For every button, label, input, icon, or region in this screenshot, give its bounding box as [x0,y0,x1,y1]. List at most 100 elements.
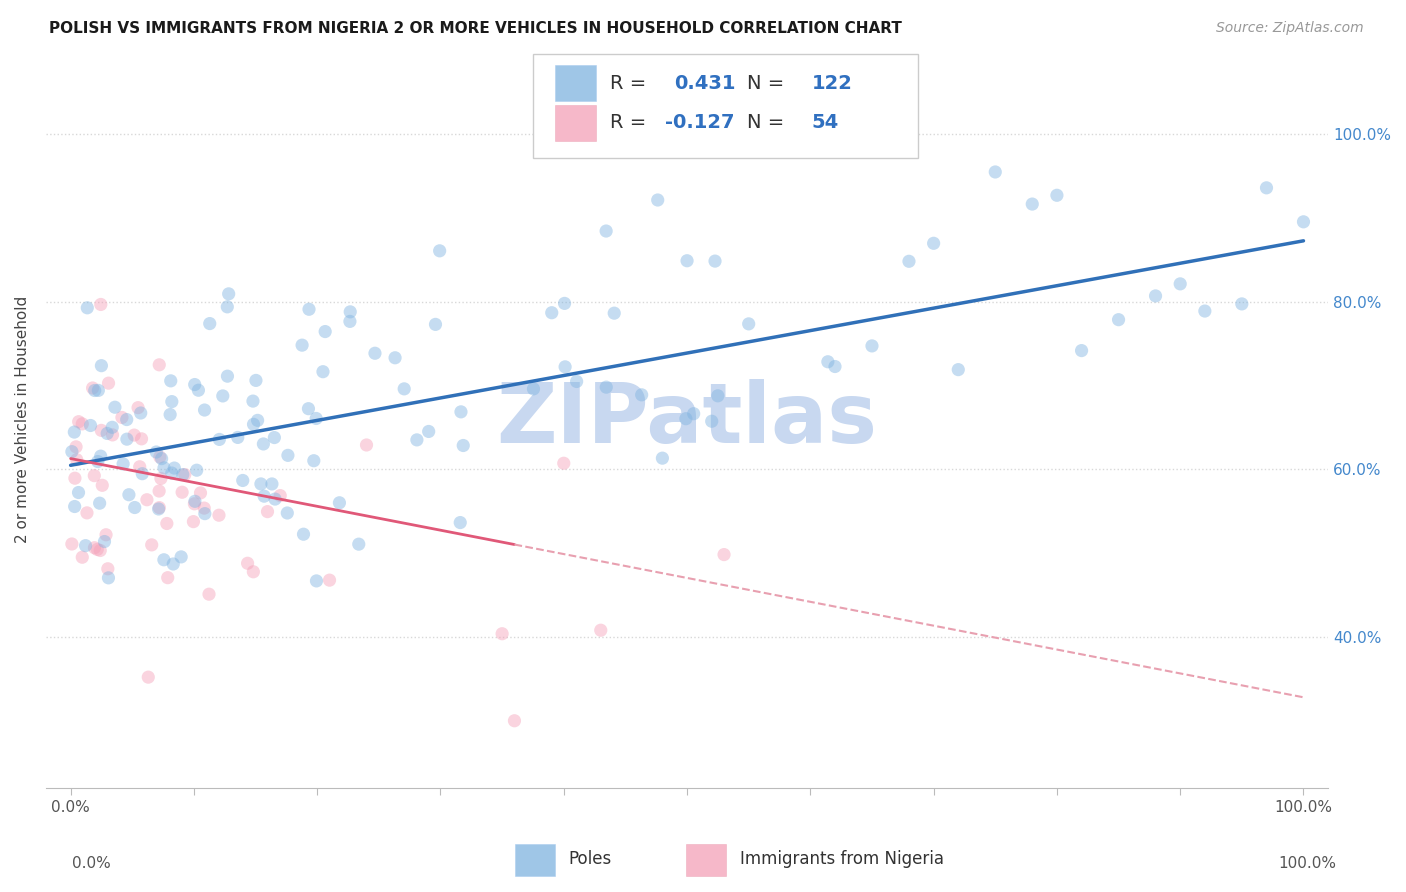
Point [347,537,370,551]
Point [1194,304,1216,318]
Point [150,451,173,466]
Point [136,670,159,684]
FancyBboxPatch shape [686,844,725,876]
Text: Poles: Poles [568,849,612,868]
Point [1292,215,1315,229]
Point [159,374,181,388]
Point [76,506,98,520]
Point [173,467,195,482]
Text: 0.0%: 0.0% [72,856,111,871]
Point [159,408,181,422]
Point [90,297,112,311]
Point [503,714,526,728]
Point [115,412,138,426]
Text: -0.127: -0.127 [665,113,735,132]
Point [291,338,314,352]
Point [149,471,172,485]
Point [128,459,150,474]
Point [135,492,157,507]
Point [83,384,105,398]
Point [292,527,315,541]
FancyBboxPatch shape [555,65,596,101]
Point [148,502,170,516]
Point [554,296,576,310]
Point [153,553,176,567]
Point [647,193,669,207]
Point [112,457,135,471]
Point [97,571,120,585]
Point [127,401,149,415]
Point [153,460,176,475]
Point [700,414,723,428]
Point [124,500,146,515]
Point [682,407,704,421]
Point [824,359,846,374]
Point [160,466,183,480]
Point [172,485,194,500]
Point [242,394,264,409]
Point [184,494,207,508]
Point [922,236,945,251]
Point [94,528,117,542]
Point [554,359,576,374]
Point [90,359,112,373]
Point [595,380,617,394]
Point [208,433,231,447]
Point [208,508,231,523]
Point [111,410,134,425]
Point [198,317,221,331]
Point [217,369,239,384]
Point [72,550,94,565]
Text: Immigrants from Nigeria: Immigrants from Nigeria [740,849,943,868]
Point [82,381,104,395]
Point [172,467,194,482]
Point [252,437,274,451]
Point [60,444,83,458]
Point [425,318,447,332]
Point [183,497,205,511]
Point [65,440,87,454]
Text: 54: 54 [811,113,838,132]
Point [115,432,138,446]
Point [253,489,276,503]
Point [1256,181,1278,195]
Point [83,468,105,483]
Text: ZIPatlas: ZIPatlas [496,379,877,459]
Text: Source: ZipAtlas.com: Source: ZipAtlas.com [1216,21,1364,35]
Point [246,413,269,427]
Point [984,165,1007,179]
Point [183,515,205,529]
Point [170,549,193,564]
Point [91,478,114,492]
Point [418,425,440,439]
Point [675,411,697,425]
Point [298,302,321,317]
Point [651,451,673,466]
Point [89,496,111,510]
Point [245,373,267,387]
Point [339,305,361,319]
Point [429,244,451,258]
FancyBboxPatch shape [555,105,596,141]
Point [707,389,730,403]
Point [226,430,249,444]
Point [86,542,108,557]
Point [76,301,98,315]
Point [738,317,761,331]
Point [89,543,111,558]
Point [101,428,124,442]
Point [183,377,205,392]
Point [97,376,120,391]
Point [186,463,208,477]
Point [451,438,474,452]
Point [392,382,415,396]
Point [217,300,239,314]
Point [148,500,170,515]
FancyBboxPatch shape [515,844,555,876]
Point [193,403,215,417]
Point [72,417,94,431]
FancyBboxPatch shape [533,54,918,158]
Point [450,405,472,419]
Point [263,431,285,445]
Point [305,574,328,588]
